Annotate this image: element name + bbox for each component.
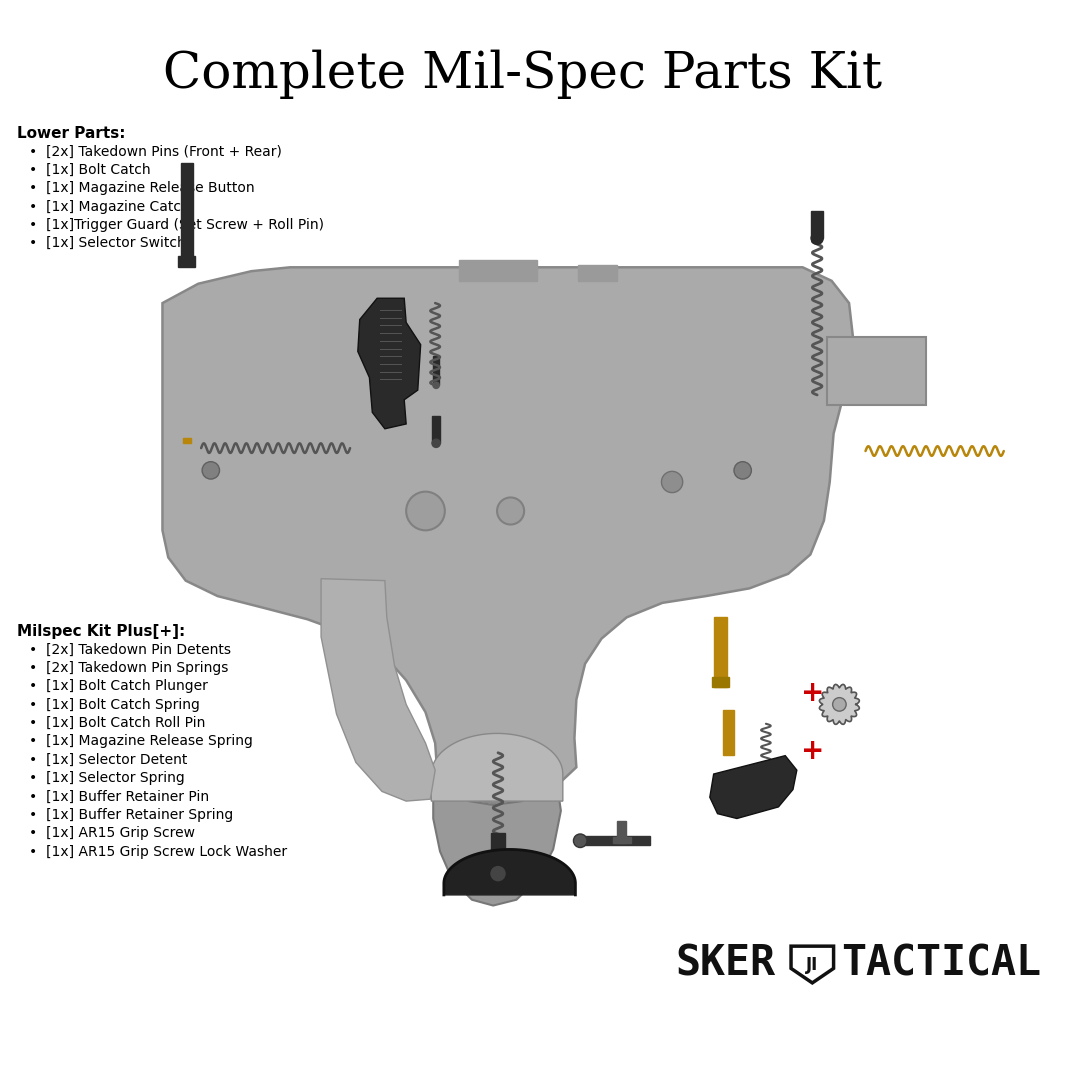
Bar: [180, 163, 193, 265]
Bar: [714, 618, 727, 687]
Text: •  [1x] Magazine Release Spring: • [1x] Magazine Release Spring: [29, 734, 253, 748]
Text: •  [1x]Trigger Guard (Set Screw + Roll Pin): • [1x]Trigger Guard (Set Screw + Roll Pi…: [29, 218, 324, 232]
Text: •  [1x] Magazine Release Button: • [1x] Magazine Release Button: [29, 181, 255, 195]
Text: •  [1x] AR15 Grip Screw: • [1x] AR15 Grip Screw: [29, 826, 195, 840]
Polygon shape: [162, 267, 853, 804]
Bar: [433, 356, 440, 386]
Bar: [811, 212, 823, 239]
Text: •  [1x] AR15 Grip Screw Lock Washer: • [1x] AR15 Grip Screw Lock Washer: [29, 845, 287, 859]
Text: Milspec Kit Plus[+]:: Milspec Kit Plus[+]:: [17, 624, 186, 639]
Bar: [183, 438, 191, 443]
Polygon shape: [357, 298, 421, 429]
Circle shape: [810, 231, 824, 245]
Circle shape: [202, 461, 219, 480]
Circle shape: [497, 498, 524, 525]
Text: +: +: [800, 737, 824, 765]
Text: •  [1x] Bolt Catch: • [1x] Bolt Catch: [29, 163, 150, 177]
Bar: [712, 677, 729, 687]
Text: •  [2x] Takedown Pin Springs: • [2x] Takedown Pin Springs: [29, 661, 228, 675]
Text: •  [1x] Buffer Retainer Spring: • [1x] Buffer Retainer Spring: [29, 808, 233, 822]
Bar: [459, 259, 537, 281]
Text: SKER: SKER: [676, 943, 775, 985]
Circle shape: [406, 491, 445, 530]
Polygon shape: [433, 770, 561, 905]
Polygon shape: [710, 756, 797, 819]
Bar: [491, 833, 504, 874]
Polygon shape: [444, 850, 576, 895]
Text: •  [1x] Magazine Catch: • [1x] Magazine Catch: [29, 200, 190, 214]
Text: Complete Mil-Spec Parts Kit: Complete Mil-Spec Parts Kit: [163, 50, 881, 98]
Text: •  [1x] Bolt Catch Spring: • [1x] Bolt Catch Spring: [29, 698, 200, 712]
Circle shape: [431, 438, 441, 448]
Bar: [178, 256, 195, 267]
Polygon shape: [820, 685, 860, 725]
Text: •  [1x] Bolt Catch Plunger: • [1x] Bolt Catch Plunger: [29, 679, 207, 693]
Text: JI: JI: [806, 956, 819, 973]
Bar: [432, 416, 440, 443]
Polygon shape: [321, 579, 435, 801]
Text: •  [1x] Selector Detent: • [1x] Selector Detent: [29, 753, 188, 767]
Text: •  [1x] Selector Spring: • [1x] Selector Spring: [29, 771, 185, 785]
Text: •  [1x] Bolt Catch Roll Pin: • [1x] Bolt Catch Roll Pin: [29, 716, 205, 730]
Text: •  [2x] Takedown Pins (Front + Rear): • [2x] Takedown Pins (Front + Rear): [29, 145, 282, 159]
Polygon shape: [791, 946, 834, 983]
Text: •  [1x] Buffer Retainer Pin: • [1x] Buffer Retainer Pin: [29, 789, 210, 804]
Polygon shape: [431, 733, 563, 801]
Circle shape: [490, 866, 505, 881]
Circle shape: [573, 834, 588, 848]
Circle shape: [432, 381, 440, 389]
Polygon shape: [827, 337, 927, 405]
Bar: [613, 837, 631, 842]
Bar: [580, 836, 650, 845]
Circle shape: [734, 461, 752, 480]
Text: •  [1x] Selector Switch: • [1x] Selector Switch: [29, 237, 186, 251]
Circle shape: [833, 698, 846, 711]
Text: Lower Parts:: Lower Parts:: [17, 126, 126, 141]
Bar: [724, 711, 734, 755]
Circle shape: [661, 471, 683, 492]
Bar: [578, 266, 617, 281]
Text: •  [2x] Takedown Pin Detents: • [2x] Takedown Pin Detents: [29, 643, 231, 657]
Text: +: +: [800, 679, 824, 706]
Bar: [617, 822, 625, 842]
Text: TACTICAL: TACTICAL: [841, 943, 1041, 985]
